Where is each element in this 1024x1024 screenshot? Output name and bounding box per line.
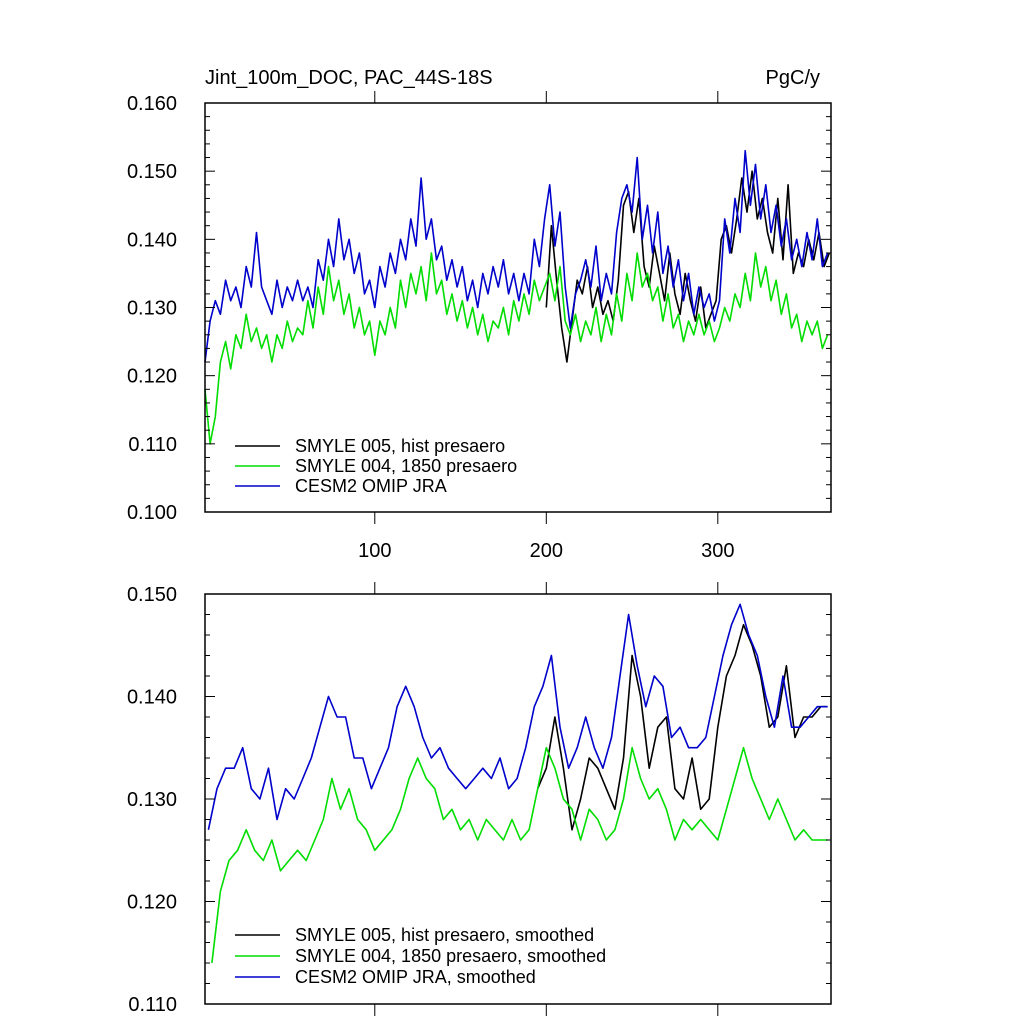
bottom-tick-group: 0.110 0.120 0.130 0.140 0.150: [127, 582, 831, 1016]
top-x-tick-label-0: 100: [358, 540, 391, 562]
top-y-tick-label-6: 0.160: [127, 93, 177, 115]
top-x-tick-label-2: 300: [701, 540, 734, 562]
bottom-plot-frame: [204, 593, 832, 1005]
bottom-series-line-2: [207, 603, 828, 830]
bottom-legend: SMYLE 005, hist presaero, smoothedSMYLE …: [235, 925, 606, 987]
top-series-group: [204, 149, 831, 445]
top-legend-label-1: SMYLE 004, 1850 presaero: [295, 456, 517, 476]
top-tick-group: 0.100 0.110 0.120 0.130 0.140 0.150 0.160 100 20…: [127, 91, 831, 562]
top-series-line-0: [545, 170, 831, 363]
bottom-legend-label-0: SMYLE 005, hist presaero, smoothed: [295, 925, 594, 945]
bottom-series-group: [207, 603, 828, 964]
bottom-y-tick-label-4: 0.150: [127, 584, 177, 606]
top-series-line-2: [204, 149, 829, 363]
top-y-tick-label-4: 0.140: [127, 229, 177, 251]
bottom-y-tick-label-0: 0.110: [128, 994, 177, 1016]
top-chart-units: PgC/y: [766, 67, 820, 89]
bottom-legend-label-1: SMYLE 004, 1850 presaero, smoothed: [295, 946, 606, 966]
top-y-tick-label-3: 0.130: [127, 298, 177, 320]
top-y-tick-label-5: 0.150: [127, 161, 177, 183]
bottom-y-tick-label-3: 0.140: [127, 687, 177, 709]
top-chart-panel: Jint_100m_DOC, PAC_44S-18S PgC/y 0.1000.…: [127, 67, 832, 562]
top-x-tick-label-1: 200: [530, 540, 563, 562]
bottom-chart-panel: 0.110 0.120 0.130 0.140 0.150 SMYLE 005, his…: [127, 582, 832, 1016]
top-chart-title: Jint_100m_DOC, PAC_44S-18S: [205, 67, 493, 89]
bottom-series-line-1: [211, 746, 828, 964]
bottom-y-tick-label-1: 0.120: [127, 892, 177, 914]
bottom-series-line-0: [536, 623, 828, 831]
top-y-tick-label-1: 0.110: [128, 434, 177, 456]
top-y-tick-label-2: 0.120: [127, 366, 177, 388]
top-legend-label-2: CESM2 OMIP JRA: [295, 476, 447, 496]
top-series-line-1: [204, 252, 829, 445]
top-y-tick-label-0: 0.100: [127, 502, 177, 524]
top-legend-label-0: SMYLE 005, hist presaero: [295, 436, 505, 456]
top-plot-frame: [204, 102, 832, 513]
bottom-legend-label-2: CESM2 OMIP JRA, smoothed: [295, 967, 536, 987]
bottom-y-tick-label-2: 0.130: [127, 789, 177, 811]
